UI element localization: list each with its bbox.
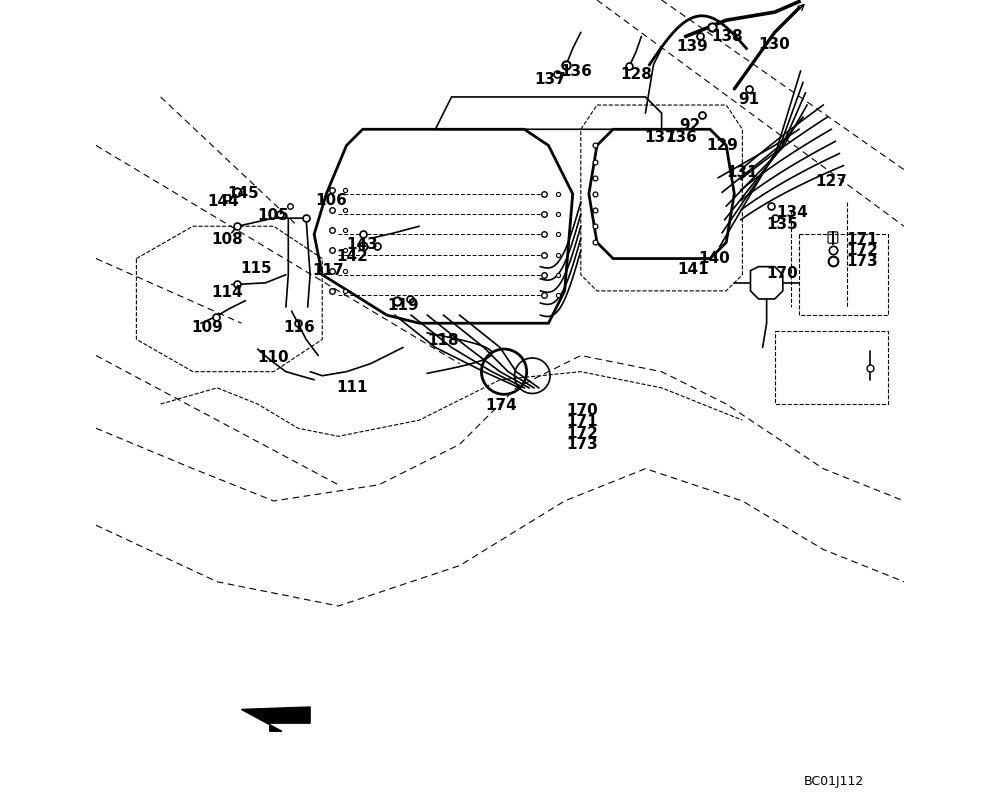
Text: 114: 114	[212, 285, 243, 300]
Text: BC01J112: BC01J112	[803, 775, 864, 788]
Text: 131: 131	[726, 165, 758, 179]
Text: 134: 134	[776, 205, 808, 220]
Text: 135: 135	[767, 217, 798, 232]
Text: 172: 172	[566, 426, 598, 440]
Text: 170: 170	[767, 266, 798, 280]
Text: 110: 110	[258, 350, 289, 364]
Text: 92: 92	[679, 118, 701, 133]
Text: 172: 172	[846, 243, 878, 258]
Text: 144: 144	[208, 195, 239, 209]
Text: 136: 136	[561, 64, 592, 78]
Text: 106: 106	[316, 193, 348, 208]
Text: 139: 139	[676, 40, 708, 54]
Polygon shape	[241, 707, 310, 731]
Text: 127: 127	[815, 175, 847, 189]
Text: 170: 170	[566, 403, 598, 418]
Text: 128: 128	[620, 67, 652, 82]
Text: 91: 91	[738, 92, 759, 107]
Text: 142: 142	[337, 250, 369, 264]
Text: 137: 137	[644, 130, 676, 145]
Text: 173: 173	[566, 437, 598, 452]
Text: 174: 174	[485, 398, 517, 413]
Text: 138: 138	[712, 29, 743, 44]
Text: 173: 173	[846, 255, 878, 269]
Text: 137: 137	[535, 72, 566, 86]
Text: 105: 105	[258, 208, 289, 223]
Text: 136: 136	[666, 130, 698, 145]
Text: 130: 130	[759, 37, 790, 52]
Text: 145: 145	[227, 187, 259, 201]
Text: 111: 111	[337, 381, 368, 395]
Text: 141: 141	[678, 263, 709, 277]
Text: 108: 108	[212, 233, 243, 247]
Text: 117: 117	[313, 263, 344, 278]
Text: 143: 143	[346, 238, 378, 252]
Text: 140: 140	[698, 251, 730, 266]
Text: 171: 171	[846, 233, 877, 247]
Text: 129: 129	[706, 138, 738, 153]
Text: 115: 115	[240, 261, 271, 276]
Text: 119: 119	[387, 298, 419, 313]
Text: 171: 171	[566, 415, 598, 429]
Text: 109: 109	[191, 320, 223, 335]
Text: 116: 116	[283, 320, 315, 335]
Text: 118: 118	[427, 334, 459, 348]
